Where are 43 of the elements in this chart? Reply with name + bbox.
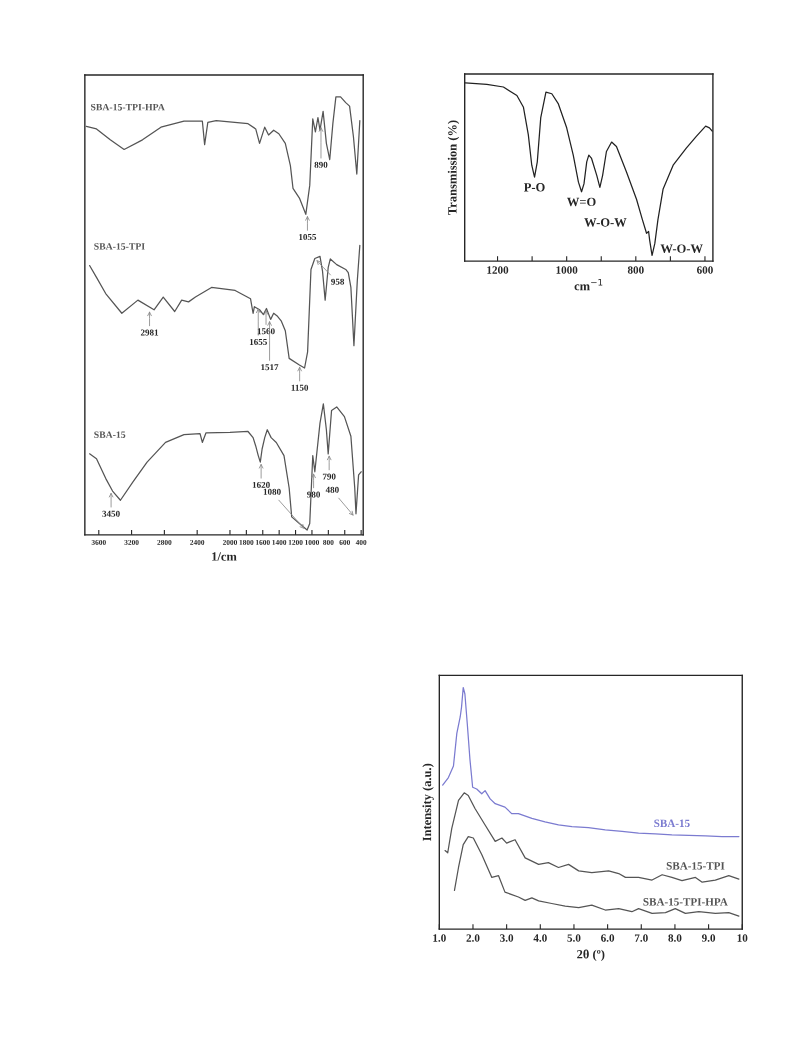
annotation: 1560 xyxy=(257,328,275,335)
annotation: W=O xyxy=(567,197,596,207)
annotation: 1620 xyxy=(252,481,270,488)
x-tick-label: 4.0 xyxy=(533,934,547,942)
x-axis-title: 1/cm xyxy=(212,552,237,561)
x-axis-title: cm$^{−1}$ xyxy=(574,279,603,291)
annotation: 958 xyxy=(331,278,345,285)
x-tick-label: 7.0 xyxy=(634,934,648,942)
x-tick-label: 2.0 xyxy=(466,934,480,942)
series-label: SBA-15-TPI-HPA xyxy=(91,103,165,111)
annotation: W-O-W xyxy=(660,244,703,253)
annotation: 1655 xyxy=(249,338,267,345)
annotation: 980 xyxy=(307,491,321,498)
y-axis-title: Intensity (a.u.) xyxy=(422,763,434,841)
x-tick-label: 9.0 xyxy=(701,934,716,942)
annotation: 1150 xyxy=(291,384,309,391)
annotation: 2981 xyxy=(140,329,159,336)
annotation: 890 xyxy=(314,161,328,168)
x-tick-label: 6.0 xyxy=(601,934,615,942)
annotation: 1080 xyxy=(263,488,281,495)
x-tick-label: 10 xyxy=(737,934,748,942)
series-label: SBA-15 xyxy=(94,431,126,438)
series-label: SBA-15-TPI xyxy=(666,862,725,870)
annotation: 3450 xyxy=(102,510,120,517)
annotation: 1517 xyxy=(261,364,279,371)
annotation: 480 xyxy=(325,486,339,493)
x-axis-title: 2θ (º) xyxy=(577,949,605,961)
x-tick-label: 1.0 xyxy=(433,934,446,942)
x-tick-label: 3.0 xyxy=(500,934,514,942)
annotation: 1055 xyxy=(299,234,317,241)
x-tick-label: 5.0 xyxy=(567,934,581,942)
x-tick-label: 600 xyxy=(697,266,713,274)
x-tick-label: 1200 xyxy=(487,266,509,274)
series-label: SBA-15-TPI-HPA xyxy=(643,898,728,906)
series-label: SBA-15 xyxy=(654,819,690,828)
series-label: SBA-15-TPI xyxy=(94,243,145,250)
x-tick-label: 1000 xyxy=(556,266,578,274)
annotation: W-O-W xyxy=(584,218,627,227)
x-tick-label: 8.0 xyxy=(668,934,682,942)
annotation: P-O xyxy=(523,183,545,192)
y-axis-title: Transmission (%) xyxy=(447,120,460,215)
annotation: 790 xyxy=(322,473,336,480)
x-tick-label: 800 xyxy=(627,266,644,274)
